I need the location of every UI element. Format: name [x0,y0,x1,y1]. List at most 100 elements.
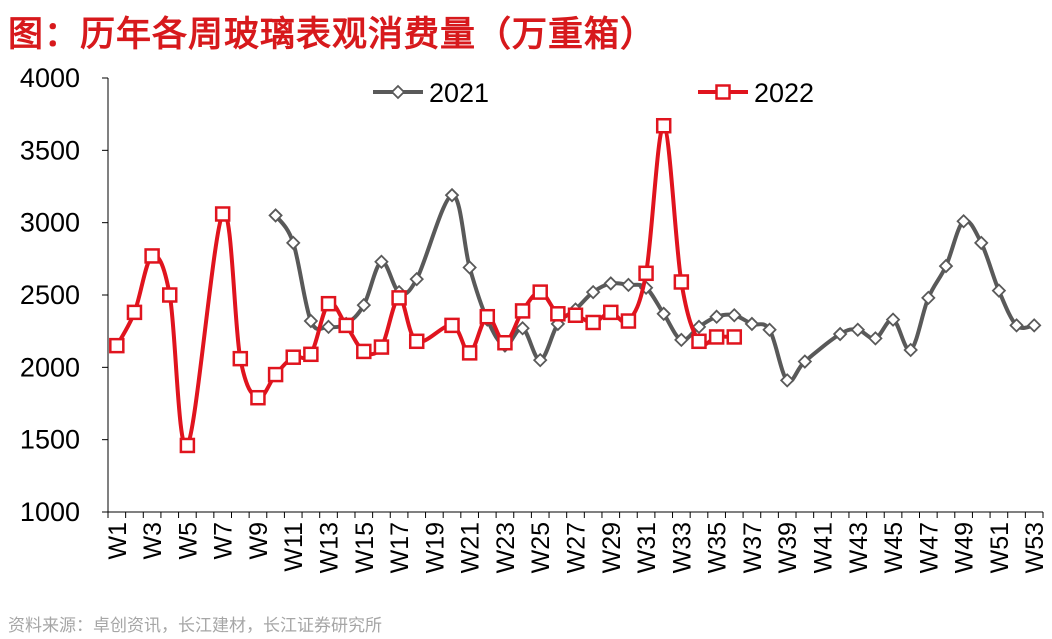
series-2022-point [603,304,619,321]
x-tick-label: W13 [316,522,344,573]
series-2021-point [868,331,883,346]
series-2021-point [744,316,760,332]
series-2022-point [532,284,548,300]
series-2022-point [267,366,284,383]
series-2021-point [885,312,901,327]
series-2021-point [303,313,319,329]
series-2022-point [161,287,178,303]
x-tick-label: W31 [633,522,661,573]
y-tick-label: 1000 [20,497,80,527]
x-tick-label: W11 [280,522,308,572]
legend-item: 2022 [698,78,814,108]
series-2022-point [620,313,637,329]
series-2021-point [921,290,936,306]
series-2021-point [462,260,477,275]
series-2022-point [461,345,478,361]
series-2021-point [991,283,1007,298]
x-tick-label: W9 [245,522,273,560]
x-tick-label: W5 [174,522,202,560]
x-tick-label: W37 [739,522,767,573]
series-2022-point [550,306,566,322]
series-2022-point [408,333,425,350]
series-2021-point [956,213,971,229]
x-tick-label: W1 [104,522,132,560]
x-tick-label: W47 [915,522,943,573]
series-2021-point [1026,318,1042,333]
legend-label: 2022 [754,78,814,108]
x-tick-label: W17 [386,522,414,573]
x-tick-label: W27 [563,522,591,573]
x-tick-label: W39 [774,522,802,573]
legend-marker [715,84,731,100]
source-note: 资料来源：卓创资讯，长江建材，长江证券研究所 [8,616,382,636]
series-2022-point [585,314,601,331]
series-2022-point [338,317,354,334]
series-2021-line [273,193,1035,384]
y-tick-label: 4000 [20,63,80,93]
x-tick-label: W49 [951,522,979,573]
series-2022-point [109,337,125,354]
y-tick-label: 3000 [20,208,80,238]
series-2021-point [1009,318,1024,333]
series-2022-point [179,437,196,454]
series-2021-point [268,208,283,223]
series-2021-point [585,284,601,300]
series-2022-point [144,248,160,264]
series-2021-point [409,271,424,287]
series-2021-point [779,373,795,388]
series-2022-point [673,274,690,290]
x-tick-label: W7 [210,522,238,560]
legend-marker [390,84,406,100]
series-2022-point [497,334,513,351]
series-2021-point [621,277,636,293]
series-2021-point [973,235,989,251]
series-2022-point [126,304,143,321]
series-2021-point [903,342,918,358]
series-2021-point [938,258,954,274]
series-2022-point [444,317,460,334]
series-2022-point [303,346,319,363]
series-2021-point [709,309,724,324]
legend-label: 2021 [429,78,489,108]
x-tick-label: W23 [492,522,520,573]
chart-title: 图：历年各周玻璃表观消费量（万重箱） [8,15,657,55]
x-tick-label: W51 [986,522,1014,573]
series-2022-point [285,349,301,365]
series-2022-point [691,333,707,350]
series-2022-point [514,303,531,319]
series-2021-point [656,306,671,322]
series-2022-point [479,308,496,325]
series-2022-point [708,329,725,345]
series-2022-point [250,389,266,406]
series-2021-point [285,235,301,251]
x-tick-label: W53 [1021,522,1049,573]
series-2021-point [850,322,866,337]
series-2022-point [214,206,231,222]
series-2021-point [515,321,530,336]
series-2021-point [374,254,389,269]
series-2022-point [232,350,249,367]
x-tick-label: W35 [704,522,732,573]
series-2022-point [726,329,743,345]
x-tick-label: W19 [421,522,449,573]
y-tick-label: 3500 [20,135,80,165]
x-tick-label: W43 [845,522,873,573]
series-2022-line [115,123,735,449]
series-2021-point [603,276,619,291]
series-2022-point [567,307,584,324]
series-2022-point [356,343,372,360]
series-2022-point [655,117,672,134]
y-tick-label: 2500 [20,280,80,310]
x-tick-label: W15 [351,522,379,573]
x-tick-label: W33 [668,522,696,573]
x-tick-label: W21 [457,522,485,573]
series-2021-point [444,187,460,203]
y-tick-label: 2000 [20,352,80,382]
series-2021-point [797,354,813,369]
y-tick-label: 1500 [20,425,80,455]
series-2022-point [638,265,654,282]
x-tick-label: W3 [139,522,167,560]
series-2021-point [691,319,707,335]
x-tick-label: W41 [809,522,837,573]
